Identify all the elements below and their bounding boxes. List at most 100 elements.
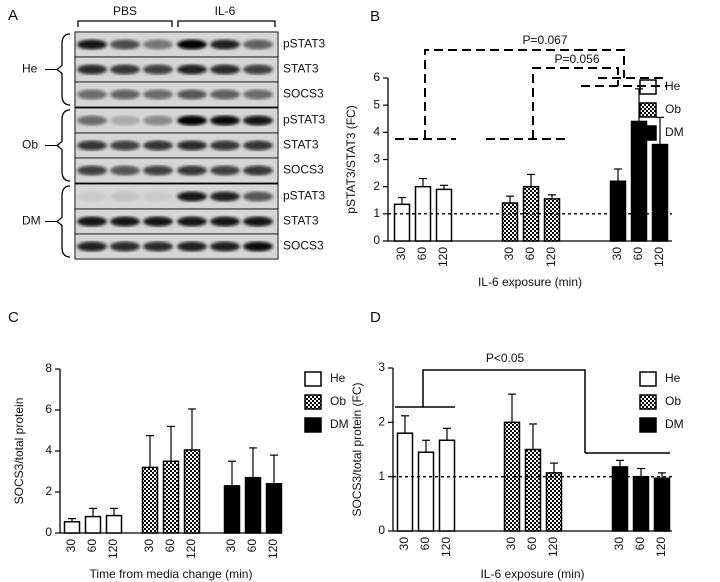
bar: [609, 180, 627, 242]
y-tick-label: 1: [378, 469, 385, 483]
band: [110, 39, 140, 50]
legend-swatch: [639, 417, 657, 433]
row-label: SOCS3: [283, 163, 324, 177]
band: [77, 89, 107, 100]
legend-swatch: [639, 371, 657, 387]
x-tick-label: 30: [397, 537, 411, 551]
band: [243, 191, 273, 202]
band: [110, 140, 140, 151]
legend-label: Ob: [665, 102, 681, 116]
bar: [522, 185, 540, 242]
band: [177, 64, 207, 75]
band: [143, 115, 173, 126]
legend-swatch: [639, 125, 657, 141]
band: [110, 241, 140, 252]
y-tick-label: 3: [373, 152, 380, 166]
x-tick-label: 30: [504, 537, 518, 551]
y-tick-label: 1: [373, 206, 380, 220]
bar: [630, 120, 648, 242]
row-label: STAT3: [283, 214, 319, 228]
bar: [611, 466, 629, 532]
band: [177, 115, 207, 126]
y-tick-label: 0: [373, 233, 380, 247]
band: [110, 89, 140, 100]
bar: [162, 460, 180, 534]
legend-label: He: [665, 371, 681, 385]
row-label: pSTAT3: [283, 189, 326, 203]
annotation: P=0.067: [522, 33, 567, 47]
band: [243, 115, 273, 126]
group-label: He: [22, 62, 38, 76]
lane-bracket: [177, 20, 276, 27]
x-tick-label: 120: [436, 247, 450, 267]
blot-strip: [74, 233, 279, 260]
y-tick-label: 6: [45, 402, 52, 416]
band: [243, 89, 273, 100]
band: [243, 64, 273, 75]
band: [110, 115, 140, 126]
band: [243, 241, 273, 252]
y-tick-label: 6: [373, 70, 380, 84]
band: [177, 191, 207, 202]
band: [110, 191, 140, 202]
bar: [651, 143, 669, 242]
legend-label: DM: [665, 125, 684, 139]
x-tick-label: 60: [163, 539, 177, 553]
bar: [223, 485, 241, 534]
row-label: STAT3: [283, 138, 319, 152]
bar: [183, 449, 201, 534]
x-tick-label: 60: [415, 247, 429, 261]
x-tick-label: 30: [142, 539, 156, 553]
band: [177, 140, 207, 151]
band: [210, 165, 240, 176]
group-brace: [55, 33, 71, 106]
legend-swatch: [304, 417, 322, 433]
y-tick-label: 3: [378, 360, 385, 374]
band: [210, 39, 240, 50]
x-axis-label: IL-6 exposure (min): [480, 567, 584, 581]
bar: [503, 421, 521, 532]
x-tick-label: 120: [546, 537, 560, 557]
band: [177, 216, 207, 227]
band: [243, 39, 273, 50]
x-tick-label: 30: [610, 247, 624, 261]
band: [243, 216, 273, 227]
band: [77, 64, 107, 75]
y-tick-label: 0: [378, 523, 385, 537]
band: [143, 165, 173, 176]
significance-bracket: [424, 49, 625, 139]
annotation: P<0.05: [486, 351, 525, 365]
bar: [393, 203, 411, 242]
bar: [265, 483, 283, 534]
x-tick-label: 120: [106, 539, 120, 559]
band: [143, 64, 173, 75]
x-tick-label: 60: [245, 539, 259, 553]
row-label: pSTAT3: [283, 37, 326, 51]
significance-bracket: [532, 67, 619, 139]
panel-label: A: [8, 7, 18, 24]
bar: [244, 476, 262, 534]
bar: [545, 472, 563, 532]
group-brace: [55, 185, 71, 258]
x-tick-label: 60: [418, 537, 432, 551]
bar: [438, 439, 456, 532]
y-axis-label: pSTAT3/STAT3 (FC): [344, 105, 358, 213]
bar: [414, 185, 432, 242]
y-tick-label: 4: [45, 443, 52, 457]
bar: [653, 477, 671, 532]
y-axis-label: SOCS3/total protein: [12, 398, 26, 505]
bar: [524, 448, 542, 532]
lane-bracket: [77, 20, 173, 27]
y-tick-label: 2: [45, 484, 52, 498]
band: [143, 191, 173, 202]
band: [110, 64, 140, 75]
y-tick-label: 2: [378, 415, 385, 429]
legend-swatch: [639, 394, 657, 410]
band: [143, 39, 173, 50]
row-label: SOCS3: [283, 87, 324, 101]
x-tick-label: 30: [224, 539, 238, 553]
annotation: P=0.056: [554, 52, 599, 66]
x-axis-label: Time from media change (min): [90, 567, 253, 581]
band: [210, 216, 240, 227]
x-tick-label: 60: [85, 539, 99, 553]
